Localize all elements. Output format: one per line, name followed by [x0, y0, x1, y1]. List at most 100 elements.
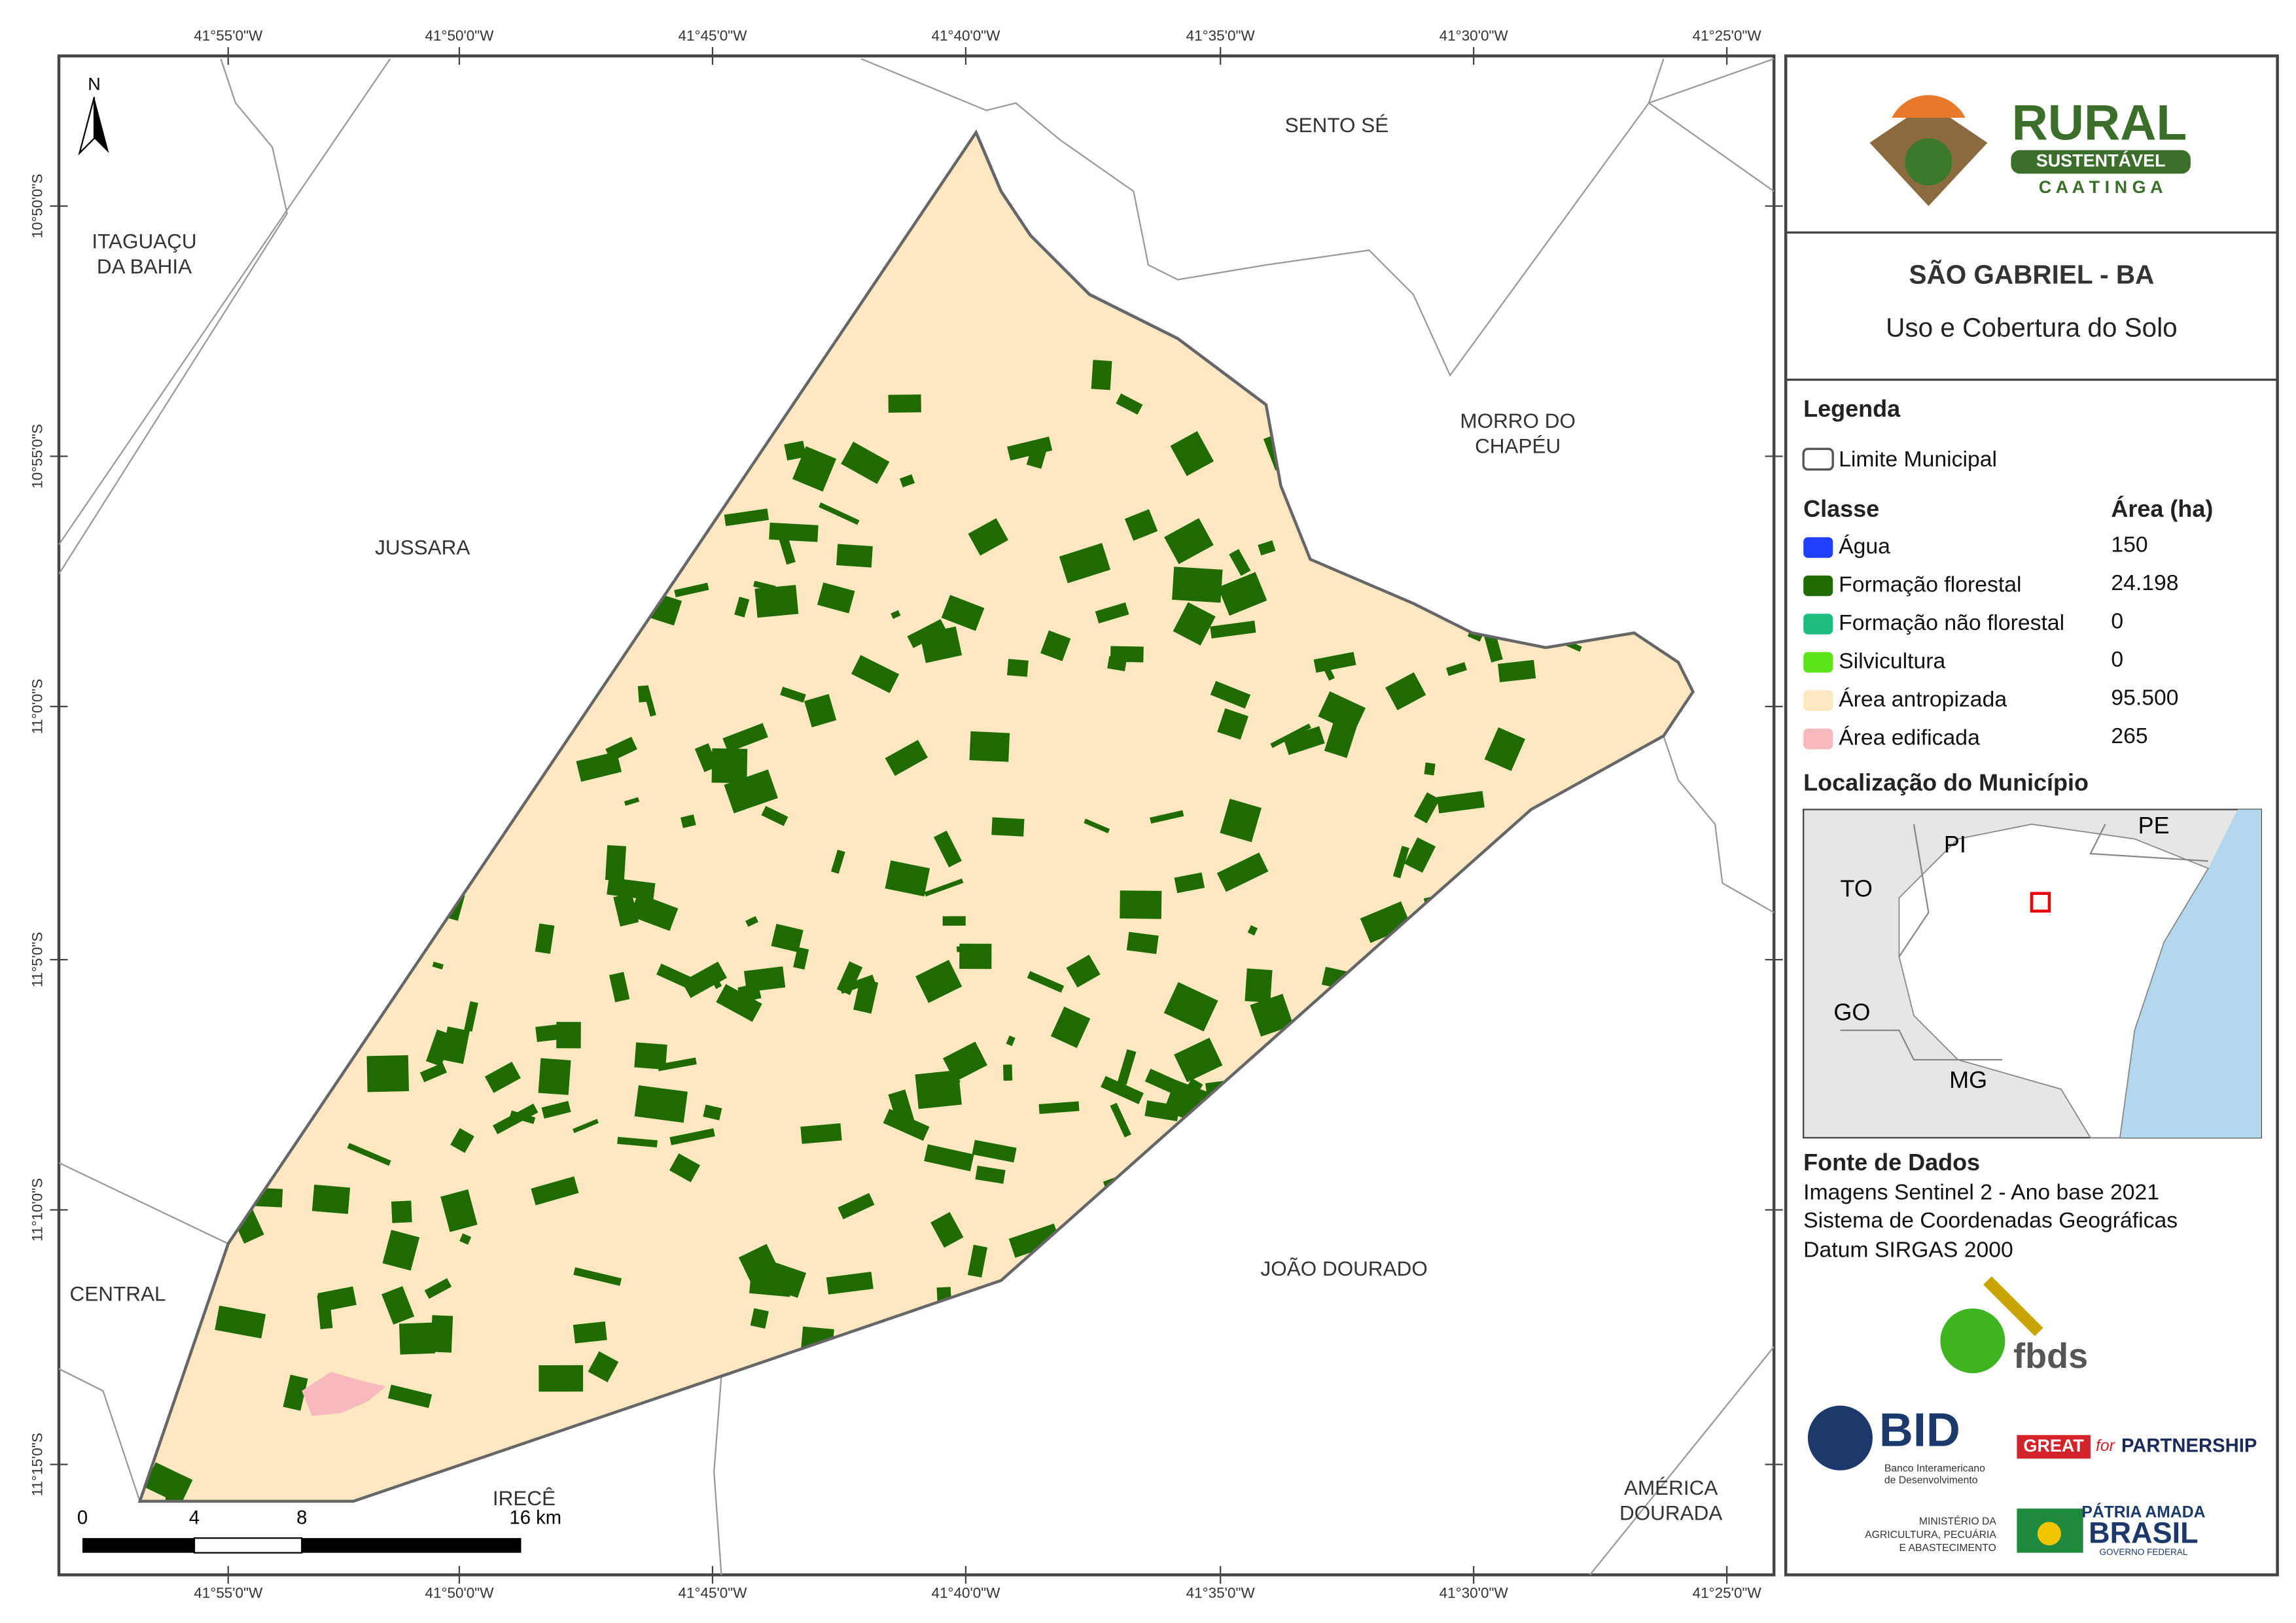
anthropized-area — [139, 132, 1693, 1501]
forest-patch — [484, 1062, 521, 1093]
longitude-label: 41°30'0"W — [1439, 27, 1509, 44]
forest-patch — [836, 544, 873, 568]
forest-patch — [924, 878, 964, 897]
forest-patch — [538, 1058, 571, 1095]
forest-patch — [573, 1321, 607, 1344]
forest-patch — [605, 737, 637, 762]
forest-patch — [1229, 549, 1251, 576]
legend-class: Área edificada — [1839, 725, 1980, 750]
scale-label: 4 — [189, 1508, 200, 1529]
forest-patch — [588, 1351, 619, 1382]
forest-patch — [657, 1057, 697, 1072]
longitude-label: 41°50'0"W — [425, 27, 494, 44]
forest-patch — [1404, 837, 1436, 873]
forest-patch — [711, 748, 748, 784]
forest-patch — [915, 960, 963, 1003]
forest-patch — [629, 893, 679, 932]
logo-text: PÁTRIA AMADA — [2081, 1503, 2205, 1521]
logo-text: fbds — [2013, 1336, 2088, 1376]
forest-patch — [1446, 662, 1468, 676]
logo-text: de Desenvolvimento — [1884, 1475, 1978, 1486]
logo-text: E ABASTECIMENTO — [1899, 1543, 1996, 1554]
latitude-label: 11°15'0"S — [29, 1433, 45, 1496]
legend-class: Formação florestal — [1839, 572, 2021, 597]
forest-patch — [573, 1119, 599, 1134]
scale-label: 16 km — [509, 1508, 561, 1529]
forest-patch — [1170, 430, 1214, 476]
legend-swatch — [1803, 728, 1833, 750]
forest-patch — [1216, 852, 1269, 892]
forest-patch — [1484, 727, 1526, 771]
forest-patch — [826, 1271, 874, 1295]
forest-patch — [891, 610, 901, 620]
forest-patch — [1027, 971, 1065, 993]
forest-patch — [800, 1123, 842, 1144]
forest-patch — [838, 1193, 875, 1219]
latitude-label: 10°50'0"S — [29, 174, 45, 239]
logo-text: BID — [1879, 1404, 1960, 1456]
forest-patch — [1270, 724, 1311, 748]
forest-patch — [780, 686, 806, 703]
forest-patch — [1120, 890, 1162, 919]
forest-patch — [1107, 655, 1127, 672]
forest-patch — [724, 769, 778, 814]
forest-patch — [754, 585, 799, 618]
forest-patch — [669, 1128, 715, 1145]
forest-patch — [634, 1085, 688, 1123]
forest-patch — [836, 961, 863, 996]
latitude-label: 11°0'0"S — [29, 679, 45, 735]
forest-patch — [1095, 602, 1129, 624]
forest-patch — [605, 845, 626, 881]
forest-patch — [907, 619, 947, 648]
legend-class: Silvicultura — [1839, 648, 1945, 673]
forest-patch — [956, 945, 976, 952]
logo-text: BRASIL — [2089, 1516, 2198, 1550]
forest-patch — [1116, 393, 1143, 415]
latitude-label: 10°55'0"S — [29, 424, 45, 489]
location-title: Localização do Município — [1803, 769, 2089, 796]
forest-patch — [784, 440, 807, 461]
forest-patch — [771, 924, 804, 952]
state-label: TO — [1841, 875, 1873, 902]
source-line: Sistema de Coordenadas Geográficas — [1803, 1208, 2178, 1232]
latitude-label: 11°5'0"S — [29, 932, 45, 988]
forest-patch — [1250, 994, 1294, 1037]
forest-patch — [745, 916, 759, 927]
legend-class: Água — [1839, 534, 1890, 559]
forest-patch — [1101, 1075, 1144, 1104]
forest-patch — [1498, 659, 1536, 682]
longitude-label: 41°30'0"W — [1439, 1585, 1509, 1601]
forest-patch — [1008, 1223, 1061, 1258]
forest-patch — [792, 446, 837, 492]
forest-patch — [1174, 1038, 1223, 1083]
forest-patch — [1050, 1006, 1091, 1049]
logo-text: GOVERNO FEDERAL — [2099, 1547, 2187, 1557]
place-name: JOÃO DOURADO — [1260, 1257, 1427, 1280]
forest-patch — [669, 1153, 701, 1183]
forest-patch — [535, 923, 555, 954]
forest-patch — [609, 971, 630, 1003]
forest-patch — [969, 731, 1010, 762]
place-name: CHAPÉU — [1475, 434, 1561, 457]
forest-patch — [968, 518, 1009, 556]
forest-patch — [450, 1128, 474, 1153]
place-name: AMÉRICA — [1624, 1476, 1718, 1499]
forest-patch — [1191, 584, 1199, 591]
forest-patch — [941, 595, 985, 631]
state-label: MG — [1949, 1066, 1987, 1093]
class-header: Classe — [1803, 495, 1879, 522]
longitude-label: 41°25'0"W — [1693, 27, 1762, 44]
forest-patch — [1174, 1078, 1203, 1115]
forest-patch — [975, 1165, 1006, 1184]
forest-patch — [1150, 810, 1184, 824]
forest-patch — [804, 693, 837, 727]
forest-patch — [1091, 360, 1112, 391]
location-inset: PI PE TO GO MG — [1803, 809, 2263, 1139]
legend-area: 95.500 — [2111, 686, 2178, 710]
forest-patch — [761, 806, 788, 826]
legend-area: 0 — [2111, 609, 2123, 634]
source-line: Imagens Sentinel 2 - Ano base 2021 — [1803, 1180, 2159, 1205]
forest-patch — [1059, 543, 1111, 584]
forest-patch — [1217, 708, 1248, 740]
forest-patch — [722, 723, 768, 753]
